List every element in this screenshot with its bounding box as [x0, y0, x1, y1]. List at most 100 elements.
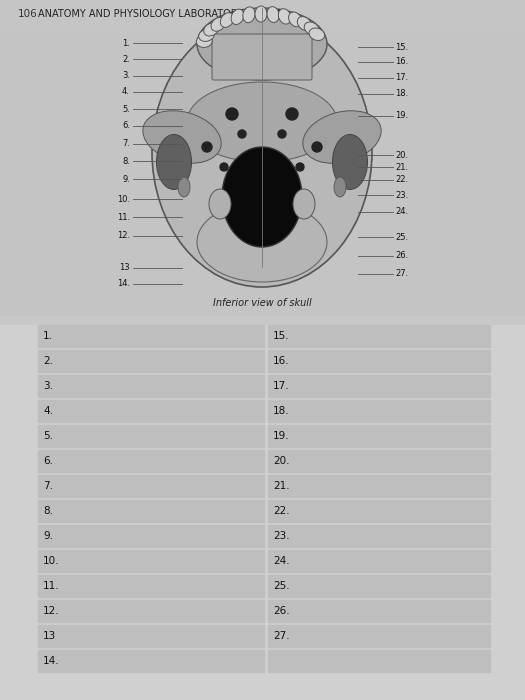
Text: 10.: 10.	[43, 556, 59, 566]
Text: 15.: 15.	[395, 43, 408, 52]
Ellipse shape	[278, 130, 286, 138]
Ellipse shape	[289, 12, 302, 27]
Text: 19.: 19.	[273, 431, 290, 441]
Text: 27.: 27.	[395, 270, 408, 279]
Bar	[0, 0, 525, 28]
Text: 8.: 8.	[43, 506, 53, 516]
Text: Inferior view of skull: Inferior view of skull	[213, 298, 311, 308]
Text: 14.: 14.	[117, 279, 130, 288]
Text: 15.: 15.	[273, 331, 290, 341]
Text: 6.: 6.	[43, 456, 53, 466]
Text: 18.: 18.	[273, 406, 290, 416]
Text: 106: 106	[18, 9, 38, 19]
Bar	[38, 375, 264, 397]
Ellipse shape	[296, 163, 304, 171]
Bar	[268, 600, 490, 622]
Text: 9.: 9.	[122, 174, 130, 183]
Text: 14.: 14.	[43, 656, 60, 666]
Bar	[38, 525, 264, 547]
Bar	[268, 500, 490, 522]
Text: 26.: 26.	[273, 606, 290, 616]
Bar	[38, 450, 264, 472]
Text: 4.: 4.	[122, 88, 130, 97]
Text: 5.: 5.	[122, 104, 130, 113]
Text: 17.: 17.	[273, 381, 290, 391]
Text: 21.: 21.	[395, 162, 408, 172]
Ellipse shape	[286, 108, 298, 120]
Ellipse shape	[238, 130, 246, 138]
Text: 10.: 10.	[117, 195, 130, 204]
Text: 17.: 17.	[395, 74, 408, 83]
Text: 21.: 21.	[273, 481, 290, 491]
Ellipse shape	[312, 142, 322, 152]
Text: 23.: 23.	[395, 190, 408, 199]
Bar	[268, 325, 490, 347]
Bar	[0, 28, 525, 315]
Ellipse shape	[143, 111, 221, 163]
Ellipse shape	[187, 82, 337, 162]
Text: 12.: 12.	[43, 606, 60, 616]
FancyBboxPatch shape	[212, 34, 312, 80]
Bar	[38, 325, 264, 347]
Ellipse shape	[220, 163, 228, 171]
Text: 13: 13	[43, 631, 56, 641]
Text: 12.: 12.	[117, 232, 130, 241]
Ellipse shape	[226, 108, 238, 120]
Bar	[268, 625, 490, 647]
Text: 11.: 11.	[117, 213, 130, 221]
Text: 2.: 2.	[43, 356, 53, 366]
Ellipse shape	[309, 28, 324, 41]
Bar	[38, 500, 264, 522]
Text: 25.: 25.	[395, 232, 408, 241]
Ellipse shape	[222, 147, 302, 247]
Ellipse shape	[152, 17, 372, 287]
Bar	[268, 650, 490, 672]
Ellipse shape	[293, 189, 315, 219]
Text: 6.: 6.	[122, 122, 130, 130]
Bar	[38, 425, 264, 447]
Bar	[38, 350, 264, 372]
Text: 7.: 7.	[122, 139, 130, 148]
Bar	[268, 525, 490, 547]
Text: 19.: 19.	[395, 111, 408, 120]
Text: 7.: 7.	[43, 481, 53, 491]
Bar	[268, 575, 490, 597]
Bar	[0, 325, 525, 700]
Text: 22.: 22.	[273, 506, 290, 516]
Ellipse shape	[197, 202, 327, 282]
Text: 8.: 8.	[122, 157, 130, 165]
Bar	[268, 425, 490, 447]
Bar	[268, 475, 490, 497]
Text: 3.: 3.	[43, 381, 53, 391]
Bar	[38, 650, 264, 672]
Text: 3.: 3.	[122, 71, 130, 80]
Text: 20.: 20.	[273, 456, 289, 466]
Ellipse shape	[243, 7, 255, 22]
Text: 25.: 25.	[273, 581, 290, 591]
Text: 18.: 18.	[395, 90, 408, 99]
Text: 5.: 5.	[43, 431, 53, 441]
Text: 24.: 24.	[395, 207, 408, 216]
Ellipse shape	[303, 111, 381, 163]
Text: 24.: 24.	[273, 556, 290, 566]
Ellipse shape	[198, 29, 214, 41]
Bar	[268, 375, 490, 397]
Bar	[38, 550, 264, 572]
Ellipse shape	[209, 189, 231, 219]
Ellipse shape	[211, 18, 225, 32]
Text: 27.: 27.	[273, 631, 290, 641]
Text: 4.: 4.	[43, 406, 53, 416]
Bar	[38, 575, 264, 597]
Text: 1.: 1.	[43, 331, 53, 341]
Ellipse shape	[297, 17, 311, 31]
Text: 16.: 16.	[273, 356, 290, 366]
Ellipse shape	[220, 13, 234, 27]
Bar	[268, 550, 490, 572]
Bar	[268, 400, 490, 422]
Text: 22.: 22.	[395, 176, 408, 185]
Ellipse shape	[202, 142, 212, 152]
Bar	[38, 600, 264, 622]
Text: 16.: 16.	[395, 57, 408, 66]
Ellipse shape	[204, 23, 219, 36]
Ellipse shape	[178, 177, 190, 197]
